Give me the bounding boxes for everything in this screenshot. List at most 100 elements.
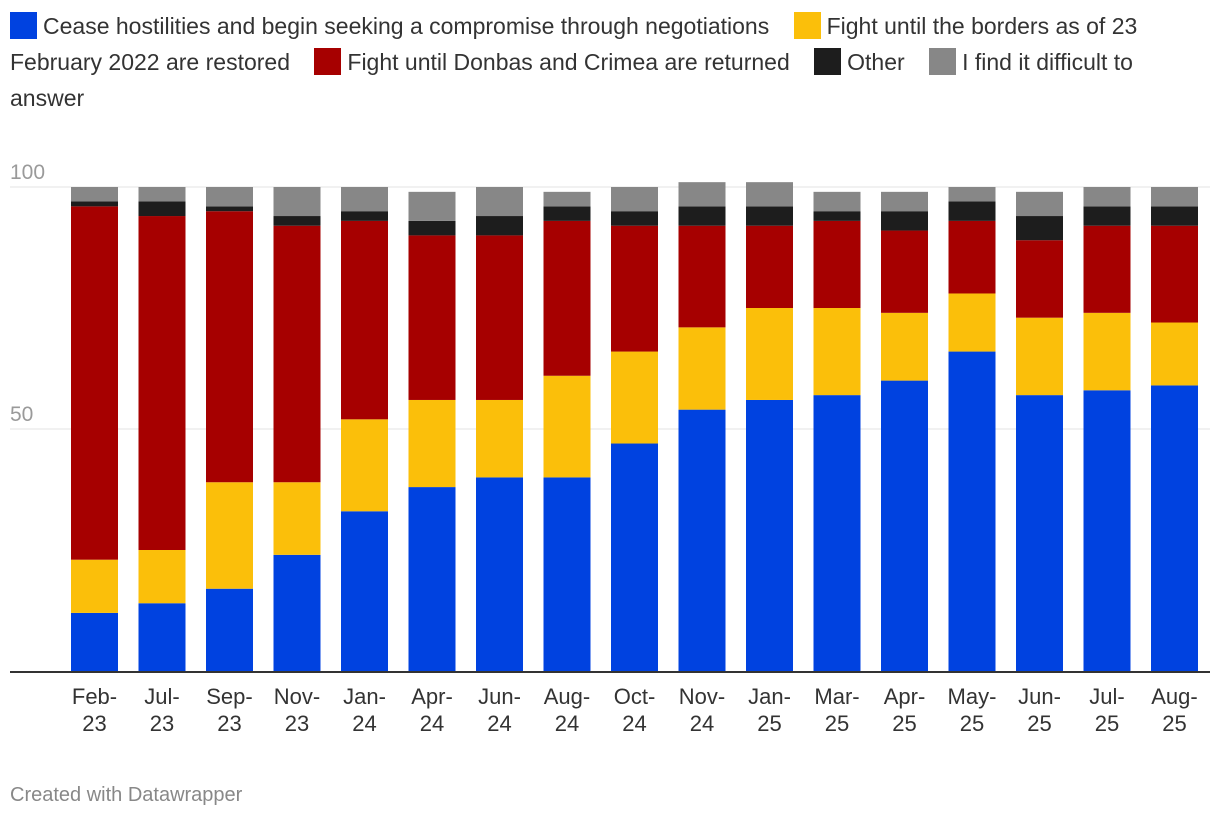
bar-segment <box>1151 187 1198 207</box>
bar-segment <box>476 477 523 671</box>
legend-item: Fight until Donbas and Crimea are return… <box>314 48 790 75</box>
bar-segment <box>1016 395 1063 671</box>
bar-segment <box>273 187 321 217</box>
bar-segment <box>1016 191 1063 217</box>
bar-segment <box>341 187 388 212</box>
bar-segment <box>341 211 388 221</box>
bar-segment <box>1016 317 1063 396</box>
bar-segment <box>678 182 726 207</box>
bar-segment <box>948 351 996 671</box>
y-tick-label: 50 <box>10 403 33 426</box>
legend-label: Fight until the borders as of 23 Februar… <box>10 13 1138 75</box>
bar-segment <box>408 191 456 221</box>
bar-segment <box>476 235 523 400</box>
bar-segment <box>611 211 658 226</box>
bar-segment <box>746 225 793 308</box>
bar-segment <box>881 312 928 381</box>
bar-segment <box>138 187 186 202</box>
bar-segment <box>1016 240 1063 318</box>
bar-segment <box>948 201 996 221</box>
x-tick-label: Nov-23 <box>274 684 320 736</box>
x-tick-label: Jan-24 <box>343 684 386 736</box>
bar-segment <box>678 409 726 671</box>
legend-swatch <box>814 48 842 75</box>
bar-segment <box>813 308 861 396</box>
x-tick-label: Oct-24 <box>614 684 656 736</box>
x-tick-label: Jan-25 <box>748 684 791 736</box>
legend-swatch <box>793 12 821 39</box>
bar-segment <box>273 225 321 483</box>
bar-segment <box>476 187 523 217</box>
x-tick-label: Apr-24 <box>411 684 453 736</box>
bar-segment <box>138 216 186 551</box>
bar-segment <box>273 216 321 226</box>
bar-segment <box>138 201 186 217</box>
bar-segment <box>881 211 928 231</box>
bar-segment <box>408 220 456 236</box>
bar-segment <box>71 187 118 202</box>
bar-segment <box>1083 187 1131 207</box>
bar-segment <box>948 293 996 352</box>
legend-swatch <box>314 48 342 75</box>
x-tick-label: Apr-25 <box>884 684 926 736</box>
bar-segment <box>746 308 793 400</box>
bar-segment <box>341 419 388 512</box>
bar-segment <box>543 375 591 478</box>
legend-item: Other <box>814 48 905 75</box>
bar-segment <box>611 187 658 212</box>
bar-segment <box>71 206 118 560</box>
bar-segment <box>881 191 928 212</box>
x-tick-label: Sep-23 <box>206 684 252 736</box>
x-tick-label: Jun-25 <box>1018 684 1061 736</box>
bar-segment <box>813 191 861 212</box>
bar-segment <box>611 351 658 444</box>
x-tick-label: Mar-25 <box>814 684 859 736</box>
legend-swatch <box>10 12 37 39</box>
bar-segment <box>408 399 456 488</box>
bar-segment <box>138 550 186 604</box>
bar-segment <box>408 487 456 671</box>
x-tick-label: Feb-23 <box>72 684 117 736</box>
x-tick-label: Jun-24 <box>478 684 521 736</box>
bar-segment <box>881 230 928 313</box>
y-tick-label: 100 <box>10 161 45 184</box>
bar-segment <box>611 443 658 671</box>
bar-segment <box>206 206 253 212</box>
bar-segment <box>678 206 726 226</box>
bar-segment <box>813 395 861 671</box>
bar-segment <box>1151 385 1198 671</box>
bar-segment <box>1151 225 1198 323</box>
bar-segment <box>543 206 591 221</box>
legend-item: Fight until the borders as of 23 Februar… <box>10 12 1138 75</box>
bar-segment <box>1083 206 1131 226</box>
bar-segment <box>611 225 658 352</box>
bar-segment <box>138 603 186 671</box>
legend-item: Cease hostilities and begin seeking a co… <box>10 12 770 39</box>
x-axis: Feb-23 Jul-23 Sep-23 Nov-23 Jan-24 Apr-24 Jun-… <box>10 671 1210 736</box>
x-tick-label: Nov-24 <box>679 684 725 736</box>
bar-segment <box>341 511 388 671</box>
bar-segment <box>476 399 523 478</box>
bar-segment <box>543 477 591 671</box>
x-tick-label: Jul-25 <box>1089 684 1124 736</box>
bar-segment <box>273 482 321 555</box>
bar-segment <box>341 220 388 420</box>
bar-segment <box>1083 312 1131 391</box>
bar-segment <box>746 182 793 207</box>
x-tick-label: May-25 <box>948 684 997 736</box>
bar-segment <box>1016 216 1063 241</box>
legend-label: Cease hostilities and begin seeking a co… <box>43 13 770 39</box>
bar-segment <box>206 187 253 207</box>
bar-segment <box>678 327 726 410</box>
bar-segment <box>408 235 456 400</box>
bar-segment <box>71 559 118 613</box>
x-tick-label: Aug-24 <box>544 684 590 736</box>
bar-segment <box>543 191 591 207</box>
legend: Cease hostilities and begin seeking a co… <box>10 8 1210 116</box>
legend-label: Fight until Donbas and Crimea are return… <box>347 49 790 75</box>
legend-label: Other <box>847 49 905 75</box>
bar-segment <box>1083 390 1131 671</box>
bar-segment <box>746 399 793 671</box>
legend-swatch <box>929 48 957 75</box>
bar-segment <box>476 216 523 236</box>
